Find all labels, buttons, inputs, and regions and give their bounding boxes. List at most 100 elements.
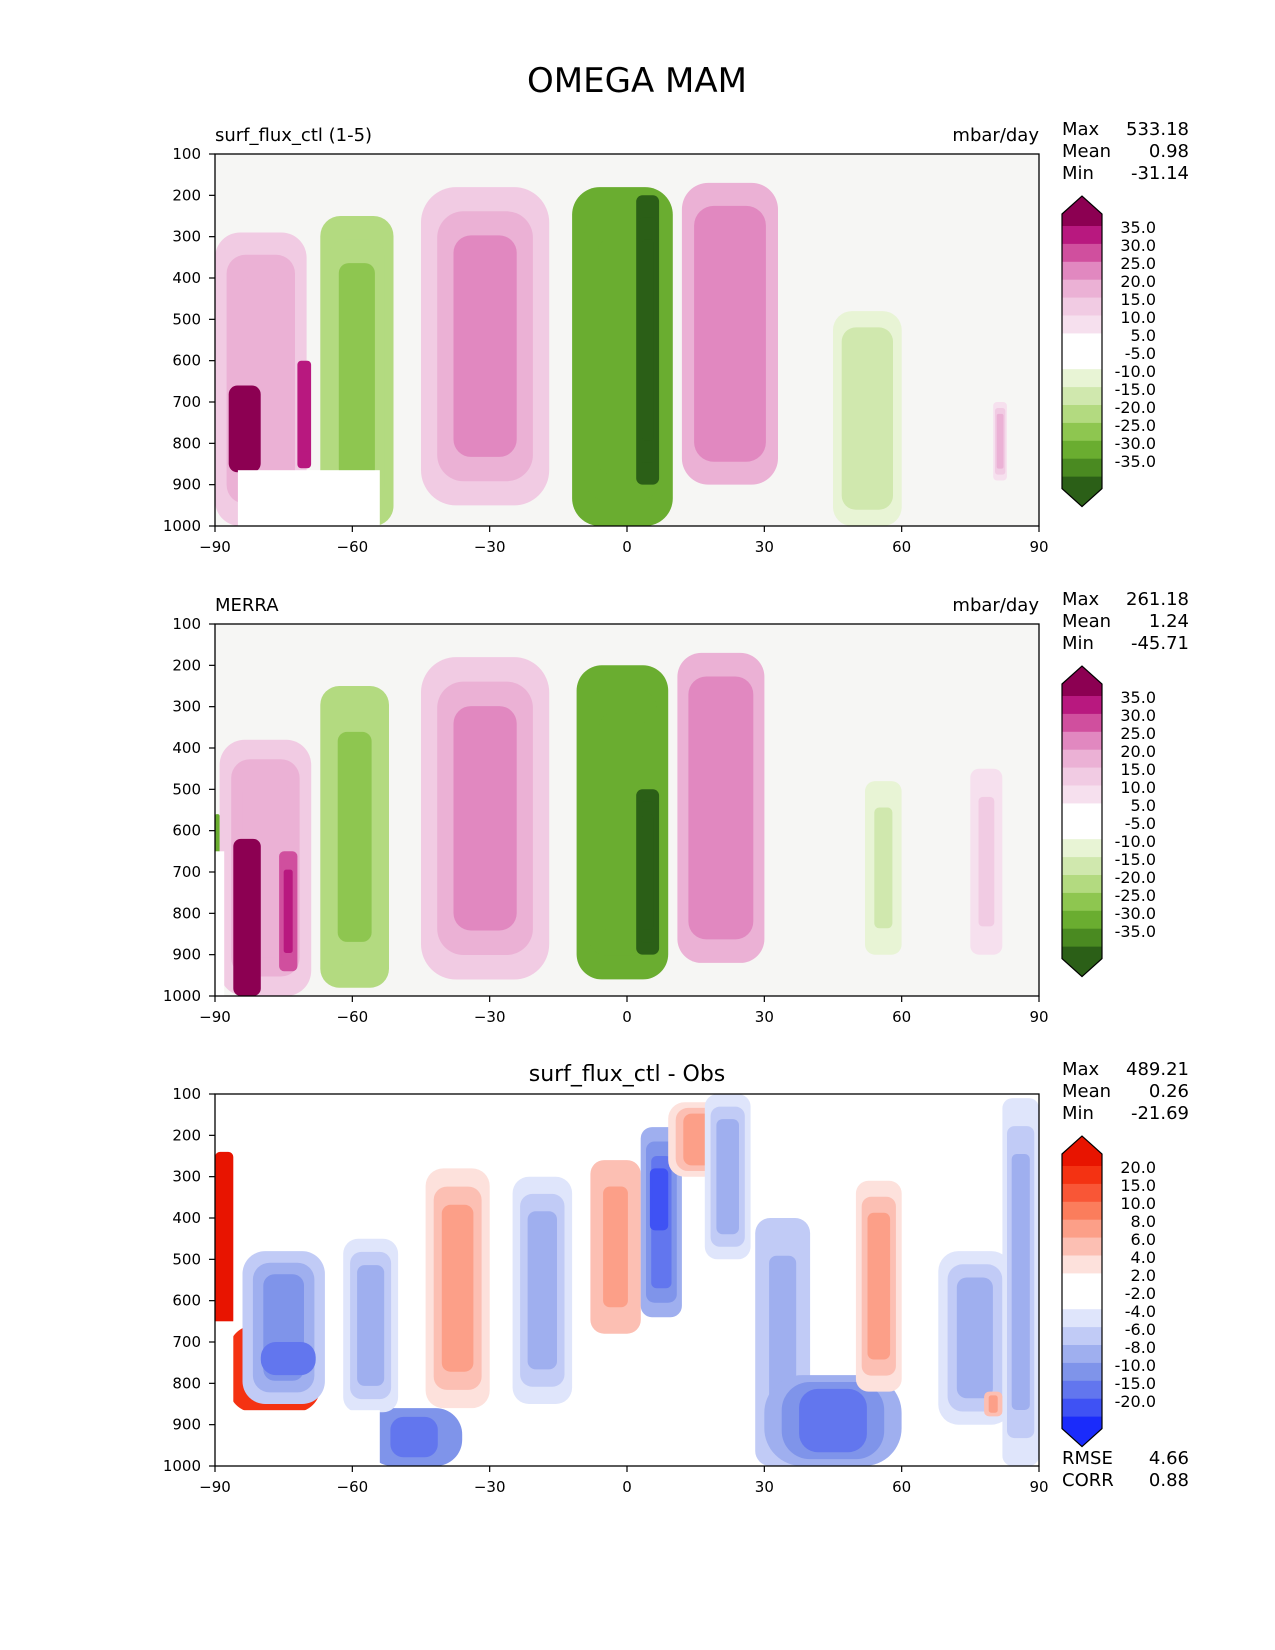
colorbar-label: -10.0	[1115, 832, 1156, 851]
panel-2-skill-scores: RMSE 4.66 CORR 0.88	[1062, 1448, 1189, 1491]
colorbar-swatch	[1062, 297, 1102, 316]
contour-region	[216, 820, 219, 850]
colorbar-swatch	[1062, 243, 1102, 263]
y-tick-label: 200	[172, 1126, 201, 1144]
panel-1-x-axis: −90 −60 −30 0 30 60 90	[199, 996, 1049, 1026]
contour-region	[236, 398, 253, 460]
colorbar-swatch	[1062, 1166, 1102, 1185]
y-tick-label: 300	[172, 228, 201, 246]
colorbar-outline	[1061, 1135, 1103, 1448]
contour-region	[642, 239, 654, 441]
stat-label: Mean	[1062, 611, 1111, 632]
colorbar-swatch	[1062, 1291, 1102, 1310]
colorbar-swatch	[1062, 422, 1102, 442]
contour-region	[978, 796, 995, 927]
x-tick-label: −90	[199, 1008, 231, 1026]
contour-region	[706, 228, 754, 439]
y-tick-label: 900	[172, 1416, 201, 1434]
colorbar-label: -20.0	[1115, 1392, 1156, 1411]
colorbar-extend-top	[1062, 196, 1102, 226]
stat-label: Min	[1062, 1103, 1094, 1124]
colorbar-label: -15.0	[1115, 850, 1156, 869]
stat-label: Max	[1062, 589, 1100, 610]
stat-label: Max	[1062, 119, 1100, 140]
y-tick-label: 500	[172, 1250, 201, 1268]
colorbar-extend-bottom	[1062, 946, 1102, 977]
colorbar-label: -35.0	[1115, 922, 1156, 941]
colorbar-swatch	[1062, 875, 1102, 894]
contour-region	[988, 1395, 998, 1413]
colorbar-swatch	[1062, 910, 1102, 930]
colorbar-swatch	[1062, 351, 1102, 370]
colorbar-swatch	[1062, 892, 1102, 912]
x-tick-label: 30	[755, 538, 774, 556]
colorbar-label: 15.0	[1120, 290, 1156, 309]
colorbar-label: 15.0	[1120, 1176, 1156, 1195]
colorbar-label: 35.0	[1120, 688, 1156, 707]
colorbar-swatch	[1062, 1327, 1102, 1346]
stat-value: 1.24	[1149, 611, 1189, 632]
colorbar-swatch	[1062, 1398, 1102, 1418]
figure-title: OMEGA MAM	[527, 61, 747, 101]
contour-region	[453, 235, 517, 457]
y-tick-label: 900	[172, 476, 201, 494]
x-tick-label: 0	[622, 1478, 632, 1496]
x-tick-label: −90	[199, 538, 231, 556]
colorbar-label: -5.0	[1125, 344, 1156, 363]
y-tick-label: 100	[172, 615, 201, 633]
y-tick-label: 800	[172, 434, 201, 452]
colorbar-label: 6.0	[1131, 1230, 1156, 1249]
contour-region	[699, 700, 743, 916]
x-tick-label: 0	[622, 538, 632, 556]
y-tick-label: 900	[172, 946, 201, 964]
stat-value: 0.26	[1149, 1081, 1189, 1102]
colorbar-label: 10.0	[1120, 308, 1156, 327]
stat-value: 261.18	[1126, 589, 1189, 610]
colorbar-label: -25.0	[1115, 886, 1156, 905]
contour-region	[642, 814, 654, 930]
panel-0-y-axis: 100 200 300 400 500 600 700 800 900 1000	[163, 145, 215, 535]
colorbar-label: 2.0	[1131, 1266, 1156, 1285]
contour-region	[799, 1388, 867, 1453]
colorbar-label: -6.0	[1125, 1320, 1156, 1339]
contour-region	[441, 1204, 474, 1372]
colorbar-label: -10.0	[1115, 362, 1156, 381]
colorbar-label: -30.0	[1115, 904, 1156, 923]
contour-region	[716, 1119, 739, 1235]
y-tick-label: 500	[172, 310, 201, 328]
y-tick-label: 600	[172, 352, 201, 370]
colorbar-label: 10.0	[1120, 1194, 1156, 1213]
panel-2-title-center: surf_flux_ctl - Obs	[529, 1062, 726, 1087]
panel-1-title-left: MERRA	[215, 595, 279, 616]
panel-0-title-left: surf_flux_ctl (1-5)	[215, 125, 372, 146]
contour-region	[274, 1347, 302, 1370]
contour-region	[850, 343, 885, 494]
contour-region	[996, 413, 1004, 469]
x-tick-label: −30	[474, 1478, 506, 1496]
x-tick-label: 60	[892, 1478, 911, 1496]
panel-1: MERRA mbar/day 1002003004005006007008009…	[163, 589, 1189, 1026]
colorbar-swatch	[1062, 785, 1102, 804]
y-tick-label: 800	[172, 904, 201, 922]
contour-region	[597, 238, 648, 475]
colorbar-label: 30.0	[1120, 706, 1156, 725]
colorbar-swatch	[1062, 1183, 1102, 1203]
y-tick-label: 700	[172, 863, 201, 881]
colorbar-label: 25.0	[1120, 724, 1156, 743]
colorbar-label: -15.0	[1115, 380, 1156, 399]
stat-label: Mean	[1062, 1081, 1111, 1102]
stat-label: Max	[1062, 1059, 1100, 1080]
x-tick-label: −30	[474, 1008, 506, 1026]
colorbar-swatch	[1062, 1380, 1102, 1400]
contour-region	[219, 1178, 229, 1300]
contour-region	[240, 862, 254, 973]
stat-label: Min	[1062, 163, 1094, 184]
colorbar-label: 20.0	[1120, 742, 1156, 761]
colorbar-label: 8.0	[1131, 1212, 1156, 1231]
panel-1-colorbar	[1061, 665, 1103, 978]
colorbar-extend-top	[1062, 1136, 1102, 1166]
y-tick-label: 800	[172, 1374, 201, 1392]
colorbar-label: -25.0	[1115, 416, 1156, 435]
colorbar-swatch	[1062, 839, 1102, 858]
